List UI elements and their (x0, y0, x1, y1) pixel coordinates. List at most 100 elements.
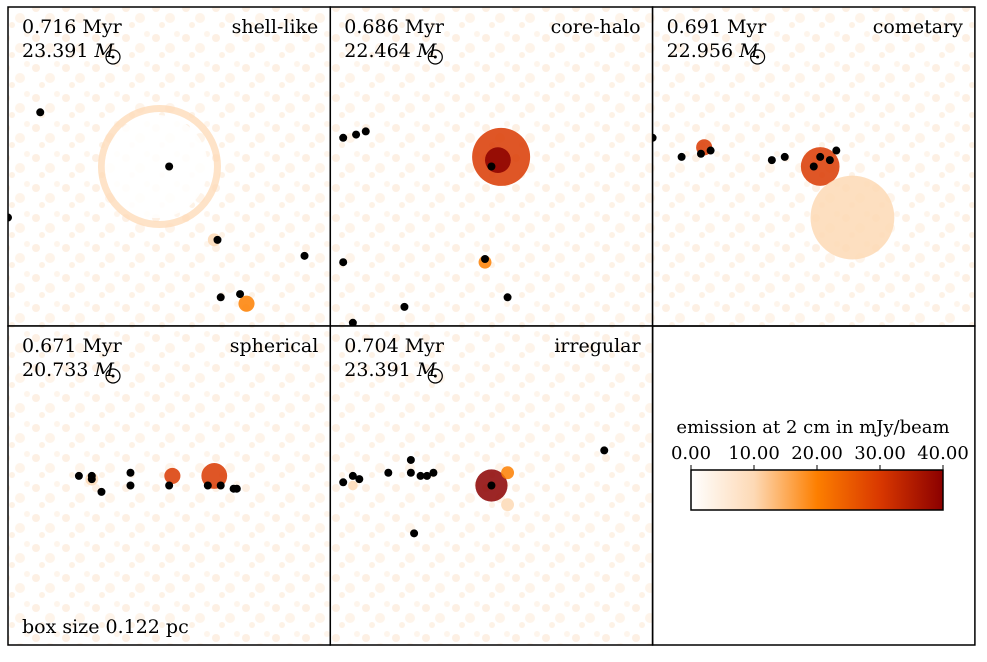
sink-particle (600, 446, 609, 455)
panel-map (8, 326, 331, 645)
sink-particle (406, 468, 415, 477)
sink-particle (232, 484, 241, 493)
sink-particle (352, 130, 361, 139)
sink-particle (355, 475, 364, 484)
sink-particle (203, 481, 212, 490)
sink-particle (410, 529, 419, 538)
colorbar-tick-label: 10.00 (728, 443, 780, 464)
sink-particle (348, 471, 357, 480)
sink-particle (487, 481, 496, 490)
sun-symbol-icon (427, 49, 443, 65)
emission-blob (164, 467, 181, 484)
sink-particle (339, 133, 348, 142)
sink-particle (706, 146, 715, 155)
panel-mass: 23.391 M (22, 40, 115, 62)
mass-unit: M (94, 40, 115, 62)
sink-particle (348, 318, 357, 326)
colorbar-tick-label: 20.00 (791, 443, 843, 464)
mass-unit: M (416, 359, 437, 381)
emission-ring (97, 104, 221, 229)
sink-particle (816, 152, 825, 161)
emission-blob (104, 114, 208, 219)
mass-unit: M (738, 40, 759, 62)
panel-mass: 22.464 M (344, 40, 437, 62)
sink-particle (87, 471, 96, 480)
sink-particle (97, 487, 106, 496)
sun-symbol-icon (427, 368, 443, 384)
colorbar-tick-label: 40.00 (917, 443, 969, 464)
sink-particle (780, 152, 789, 161)
panel-6 (651, 325, 976, 646)
panel-map (8, 7, 331, 326)
panel-morphology: shell-like (232, 16, 319, 38)
sink-particle (213, 235, 222, 244)
panel-morphology: core-halo (551, 16, 641, 38)
sink-particle (339, 258, 348, 267)
panel-map (330, 7, 653, 326)
colorbar-ticks: 0.00 10.00 20.00 30.00 40.00 (671, 443, 969, 472)
panel-time: 0.716 Myr (22, 16, 123, 38)
emission-blob (348, 480, 358, 491)
sink-particle (339, 478, 348, 487)
emission-blob (810, 175, 895, 260)
sink-particle (677, 152, 686, 161)
mass-unit: M (416, 40, 437, 62)
sink-particle (8, 213, 12, 222)
sink-particle (126, 468, 135, 477)
sun-symbol-dot-icon (111, 55, 115, 59)
sink-particle (165, 162, 174, 171)
sink-particle (300, 251, 309, 260)
sun-symbol-dot-icon (756, 55, 760, 59)
panel-morphology: irregular (554, 335, 641, 357)
panel-morphology: spherical (230, 335, 319, 357)
panel-time: 0.704 Myr (344, 335, 445, 357)
colorbar-label: emission at 2 cm in mJy/beam (676, 417, 949, 438)
sun-symbol-dot-icon (433, 55, 437, 59)
sink-particle (361, 127, 370, 136)
sink-particle (384, 468, 393, 477)
panel-morphology: cometary (873, 16, 963, 38)
panel-mass: 20.733 M (22, 359, 115, 381)
sink-particle (216, 481, 225, 490)
sink-particle (165, 481, 174, 490)
box-size-label: box size 0.122 pc (22, 616, 189, 638)
sink-particle (696, 149, 705, 158)
sink-particle (416, 471, 425, 480)
sun-symbol-icon (105, 368, 121, 384)
sun-symbol-dot-icon (111, 374, 115, 378)
panel-time: 0.691 Myr (667, 16, 768, 38)
sun-symbol-icon (749, 49, 766, 65)
sink-particle (481, 255, 490, 264)
sun-symbol-dot-icon (433, 374, 437, 378)
sink-particle (126, 481, 135, 490)
panel-map (652, 7, 975, 326)
sink-particle (503, 293, 512, 302)
sink-particle (487, 162, 496, 171)
sink-particle (825, 156, 834, 165)
panel-frame (651, 325, 976, 646)
sink-particle (809, 162, 818, 171)
colorbar-tick-label: 0.00 (671, 443, 711, 464)
emission-blob (238, 295, 255, 312)
sink-particle (422, 471, 431, 480)
colorbar: emission at 2 cm in mJy/beam 0.00 10.00 20… (671, 417, 969, 511)
panel-time: 0.686 Myr (344, 16, 445, 38)
sink-particle (216, 293, 225, 302)
sink-particle (400, 302, 409, 311)
panel-time: 0.671 Myr (22, 335, 123, 357)
colorbar-tick-label: 30.00 (854, 443, 906, 464)
sink-particle (36, 108, 45, 117)
sink-particle (236, 290, 245, 299)
mass-unit: M (94, 359, 115, 381)
panel-map (330, 326, 653, 645)
sink-particle (832, 146, 841, 155)
sink-particle (767, 156, 776, 165)
emission-blob (501, 498, 515, 512)
